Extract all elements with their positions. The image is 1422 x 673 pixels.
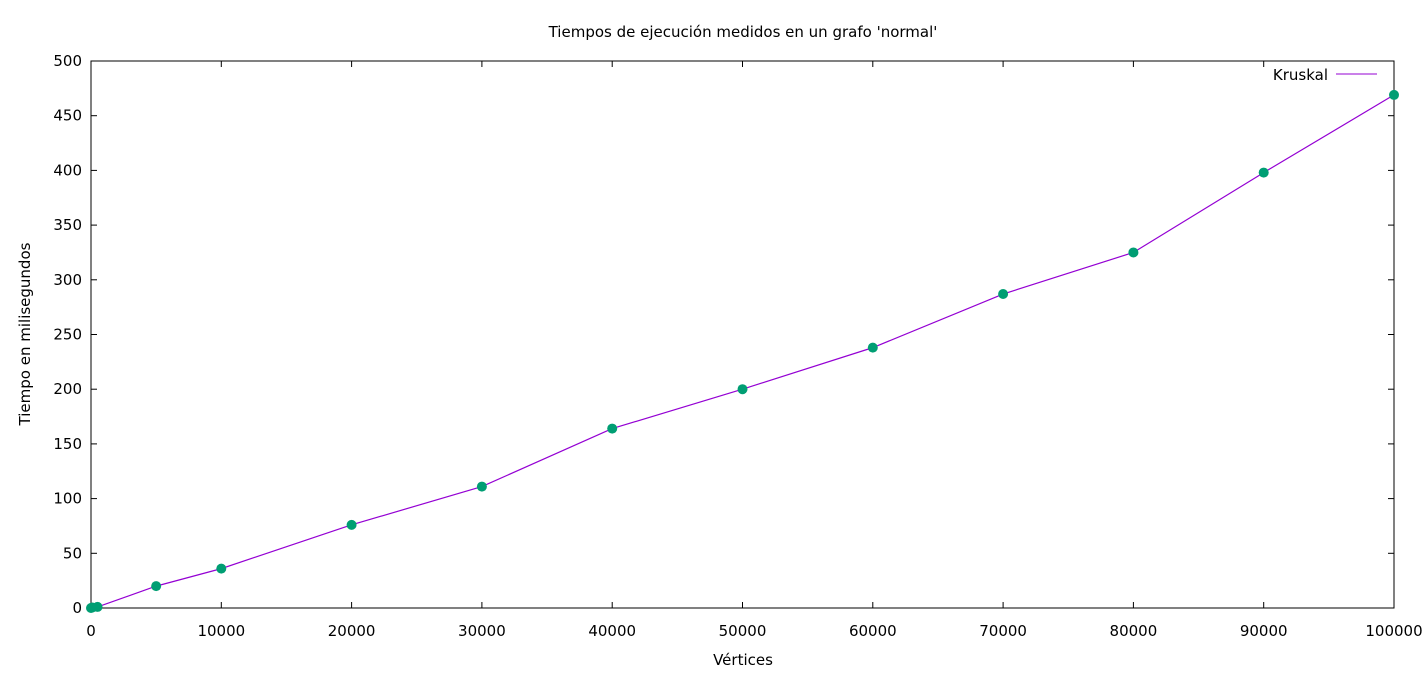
y-tick-label-7: 350 [53,216,82,234]
x-tick-label-6: 60000 [849,622,897,640]
x-tick-label-2: 20000 [328,622,376,640]
legend-label-kruskal: Kruskal [1273,66,1328,84]
data-point-0-9 [867,342,878,353]
legend: Kruskal [1273,66,1377,84]
y-tick-label-10: 500 [53,52,82,70]
y-tick-label-3: 150 [53,435,82,453]
data-point-0-3 [151,581,162,592]
data-point-0-12 [1258,167,1269,178]
x-tick-label-1: 10000 [197,622,245,640]
x-axis-label: Vértices [713,651,773,669]
y-tick-label-8: 400 [53,161,82,179]
y-tick-label-0: 0 [72,599,82,617]
y-tick-label-9: 450 [53,107,82,125]
y-tick-label-5: 250 [53,326,82,344]
data-point-0-6 [476,481,487,492]
x-tick-label-0: 0 [86,622,96,640]
data-point-0-5 [346,519,357,530]
data-point-0-2 [92,601,103,612]
series-line-0 [90,94,1395,609]
axis-ticks: 0 10000 20000 30000 40000 50000 60000 70000 8000… [53,52,1422,640]
data-point-0-13 [1389,89,1399,100]
y-tick-label-2: 100 [53,490,82,508]
x-tick-label-8: 80000 [1110,622,1158,640]
data-point-0-11 [1128,247,1139,258]
chart-title: Tiempos de ejecución medidos en un grafo… [548,23,938,41]
x-tick-label-7: 70000 [979,622,1027,640]
y-axis-label: Tiempo en milisegundos [16,242,34,426]
x-tick-label-10: 100000 [1365,622,1422,640]
data-point-0-8 [737,384,748,395]
y-tick-label-1: 50 [63,544,82,562]
series-layer [86,89,1399,613]
x-tick-label-3: 30000 [458,622,506,640]
x-tick-label-9: 90000 [1240,622,1288,640]
data-point-0-4 [216,563,227,574]
data-point-0-10 [998,289,1009,300]
y-tick-label-6: 300 [53,271,82,289]
x-tick-label-5: 50000 [719,622,767,640]
data-point-0-7 [607,423,618,434]
plot-frame [90,60,1395,609]
y-tick-label-4: 200 [53,380,82,398]
x-tick-label-4: 40000 [588,622,636,640]
